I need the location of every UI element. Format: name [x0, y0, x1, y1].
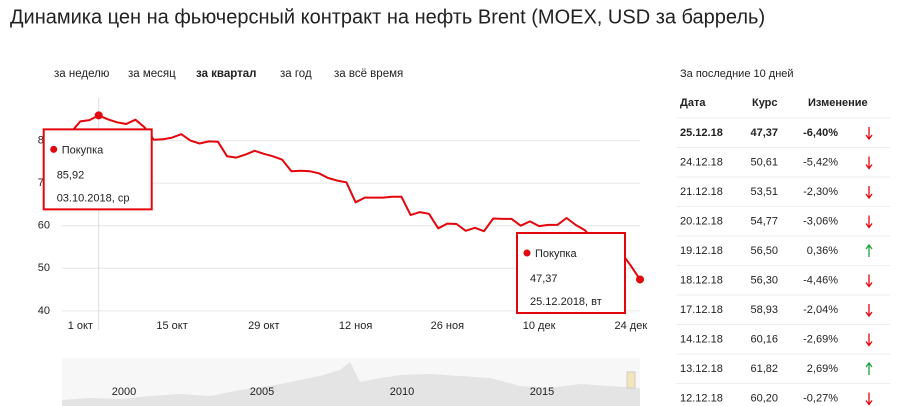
table-cell: 60,16: [750, 333, 778, 345]
period-tab[interactable]: за год: [280, 68, 312, 80]
navigator-handle[interactable]: [626, 371, 636, 389]
table-cell: 19.12.18: [680, 245, 723, 257]
tooltip-dot: [523, 249, 531, 257]
tooltip-series: Покупка: [535, 248, 577, 260]
table-cell: -5,42%: [803, 156, 838, 168]
table-cell: -2,30%: [803, 186, 838, 198]
point-marker: [94, 111, 103, 120]
table-header: Курс: [752, 97, 778, 109]
table-cell: -4,46%: [803, 274, 838, 286]
x-tick-label: 10 дек: [523, 320, 556, 332]
table-cell: -0,27%: [803, 392, 838, 404]
navigator-area: [62, 362, 640, 406]
arrow-down: [865, 127, 873, 141]
table-cell: 47,37: [750, 127, 778, 139]
table-header: Изменение: [808, 97, 868, 109]
y-tick-label: 40: [38, 305, 50, 317]
table-cell: 0,36%: [807, 245, 838, 257]
table-cell: -2,69%: [803, 333, 838, 345]
x-tick-label: 15 окт: [156, 320, 187, 332]
tooltip: Покупка 85,92 03.10.2018, ср: [42, 128, 153, 211]
period-tab[interactable]: за месяц: [128, 68, 176, 80]
table-cell: -6,40%: [803, 127, 838, 139]
tooltip-value: 47,37: [530, 273, 558, 285]
navigator-label: 2010: [390, 386, 414, 398]
y-tick-label: 60: [38, 220, 50, 232]
navigator: [62, 358, 640, 406]
tooltip: Покупка 47,37 25.12.2018, вт: [516, 232, 626, 314]
arrow-down: [865, 274, 873, 288]
tooltip-date: 03.10.2018, ср: [57, 192, 130, 204]
table-cell: 17.12.18: [680, 304, 723, 316]
tooltip-value: 85,92: [57, 169, 85, 181]
table-cell: 14.12.18: [680, 333, 723, 345]
arrow-up: [865, 361, 873, 375]
period-tab[interactable]: за квартал: [196, 68, 256, 80]
table-cell: 60,20: [750, 392, 778, 404]
period-tab[interactable]: за неделю: [54, 68, 110, 80]
table-cell: 20.12.18: [680, 215, 723, 227]
point-marker: [636, 275, 644, 284]
arrow-down: [865, 186, 873, 200]
table-cell: 21.12.18: [680, 186, 723, 198]
tooltip-box: [516, 232, 626, 314]
navigator-label: 2005: [250, 386, 274, 398]
navigator-label: 2015: [530, 386, 554, 398]
y-tick-label: 50: [38, 262, 50, 274]
table-cell: 56,50: [750, 245, 778, 257]
table-header: Дата: [680, 97, 706, 109]
x-tick-label: 12 ноя: [339, 320, 372, 332]
table-cell: 53,51: [750, 186, 778, 198]
tooltip-dot: [50, 145, 58, 153]
tooltip-series: Покупка: [62, 144, 104, 156]
arrow-up: [865, 243, 873, 257]
table-cell: 54,77: [750, 215, 778, 227]
page-title: Динамика цен на фьючерсный контракт на н…: [10, 6, 765, 28]
arrow-down: [865, 333, 873, 347]
table-cell: 12.12.18: [680, 392, 723, 404]
tooltip-date: 25.12.2018, вт: [530, 296, 602, 308]
table-cell: -3,06%: [803, 215, 838, 227]
table-cell: -2,04%: [803, 304, 838, 316]
arrow-down: [865, 215, 873, 229]
x-tick-label: 26 ноя: [431, 320, 464, 332]
table-cell: 2,69%: [807, 363, 838, 375]
arrow-down: [865, 304, 873, 318]
arrow-down: [865, 156, 873, 170]
x-tick-label: 24 дек: [615, 320, 648, 332]
period-tab[interactable]: за всё время: [334, 68, 403, 80]
arrow-down: [865, 392, 873, 406]
table-cell: 24.12.18: [680, 156, 723, 168]
table-title: За последние 10 дней: [680, 68, 794, 80]
x-tick-label: 1 окт: [68, 320, 93, 332]
table-cell: 58,93: [750, 304, 778, 316]
table-cell: 56,30: [750, 274, 778, 286]
table-cell: 61,82: [750, 363, 778, 375]
price-line: [61, 114, 641, 281]
tooltip-box: [42, 128, 153, 211]
navigator-label: 2000: [112, 386, 136, 398]
table-cell: 13.12.18: [680, 363, 723, 375]
x-tick-label: 29 окт: [248, 320, 279, 332]
table-cell: 18.12.18: [680, 274, 723, 286]
table-cell: 25.12.18: [680, 127, 723, 139]
table-cell: 50,61: [750, 156, 778, 168]
